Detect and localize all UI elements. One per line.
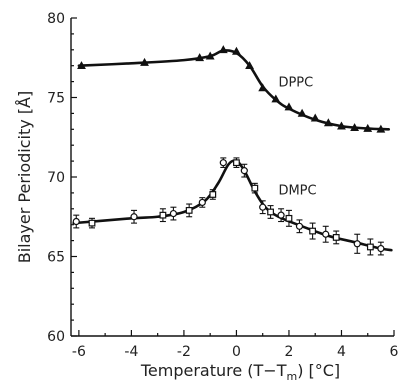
x-tick-label: 6 bbox=[390, 344, 398, 360]
marks-layer bbox=[72, 45, 393, 256]
dppc-data-point bbox=[218, 45, 228, 54]
series-label-dppc: DPPC bbox=[278, 75, 313, 90]
y-tick-label: 60 bbox=[47, 329, 65, 345]
series-label-dmpc: DMPC bbox=[278, 183, 316, 198]
dmpc-data-point bbox=[259, 203, 267, 211]
dmpc-data-point bbox=[130, 213, 138, 221]
x-tick-label: 4 bbox=[337, 344, 346, 360]
dmpc-data-point bbox=[366, 243, 374, 251]
dmpc-data-point bbox=[209, 191, 217, 198]
dmpc-data-point bbox=[332, 234, 340, 241]
x-tick-label: -4 bbox=[124, 344, 138, 360]
x-axis-title-tail: ) [°C] bbox=[297, 361, 340, 380]
dmpc-data-point bbox=[88, 219, 96, 227]
dppc-data-point bbox=[140, 57, 149, 66]
x-tick-label: 0 bbox=[232, 344, 241, 360]
y-tick-label: 80 bbox=[47, 11, 65, 27]
dmpc-data-point bbox=[277, 211, 285, 219]
dppc-data-point bbox=[205, 51, 215, 60]
x-tick-label: 2 bbox=[284, 344, 293, 360]
dmpc-data-point bbox=[353, 240, 361, 248]
dmpc-data-point bbox=[295, 222, 304, 230]
dppc-data-point bbox=[310, 113, 320, 122]
dmpc-data-point bbox=[251, 184, 259, 192]
dmpc-data-point bbox=[309, 227, 316, 235]
dmpc-data-point bbox=[169, 209, 178, 218]
dppc-data-point bbox=[363, 123, 373, 132]
dmpc-data-point bbox=[233, 159, 240, 167]
dmpc-series bbox=[72, 157, 393, 256]
dppc-data-point bbox=[350, 123, 360, 132]
y-tick-label: 65 bbox=[47, 250, 65, 266]
dmpc-data-point bbox=[285, 214, 293, 222]
x-axis-title-main: Temperature (T−T bbox=[140, 361, 287, 380]
dmpc-data-point bbox=[377, 244, 385, 253]
x-tick-label: -6 bbox=[72, 344, 86, 360]
dppc-data-point bbox=[337, 121, 346, 130]
dppc-data-point bbox=[323, 118, 333, 127]
dppc-data-point bbox=[284, 102, 294, 111]
dppc-fit-curve bbox=[77, 49, 391, 131]
dppc-data-point bbox=[297, 108, 307, 117]
dmpc-data-point bbox=[185, 206, 193, 214]
dmpc-data-point bbox=[72, 217, 80, 226]
y-tick-label: 70 bbox=[47, 170, 65, 186]
dppc-data-point bbox=[258, 83, 268, 92]
dmpc-data-point bbox=[240, 167, 248, 175]
y-axis-title: Bilayer Periodicity [Å] bbox=[15, 91, 34, 263]
plot-area bbox=[70, 17, 395, 337]
dmpc-fit-curve bbox=[72, 159, 393, 252]
dmpc-data-point bbox=[267, 208, 274, 216]
dppc-data-point bbox=[195, 53, 205, 62]
x-axis-title: Temperature (T−Tm) [°C] bbox=[140, 361, 340, 381]
dppc-data-point bbox=[245, 61, 254, 70]
x-axis-title-subscript: m bbox=[286, 370, 297, 381]
labels-layer: -6 -4 -2 0 2 4 6 60 65 70 75 80 Bilayer Periodicity … bbox=[15, 11, 398, 381]
dmpc-data-point bbox=[322, 230, 330, 238]
dppc-data-point bbox=[77, 61, 86, 70]
dppc-data-point bbox=[376, 124, 386, 133]
dppc-data-point bbox=[271, 94, 281, 103]
dppc-data-point bbox=[232, 46, 241, 55]
dmpc-data-point bbox=[198, 198, 206, 207]
y-tick-label: 75 bbox=[47, 91, 65, 107]
x-tick-label: -2 bbox=[177, 344, 191, 360]
dmpc-data-point bbox=[219, 159, 227, 167]
dppc-series bbox=[77, 45, 391, 133]
dmpc-data-point bbox=[159, 211, 167, 219]
